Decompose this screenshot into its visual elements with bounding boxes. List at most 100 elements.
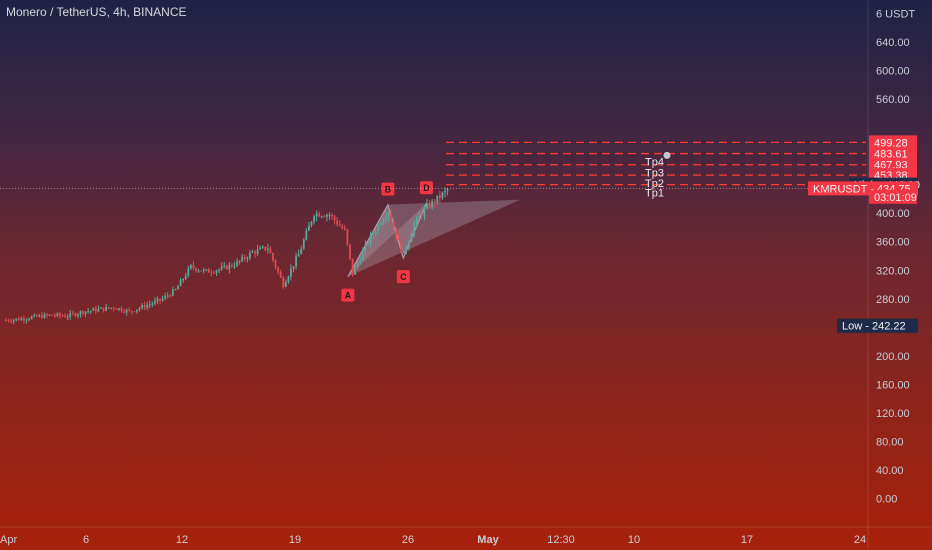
- candle-body: [300, 248, 303, 254]
- candle-body: [336, 220, 339, 225]
- candle-body: [369, 234, 372, 244]
- candle-body: [118, 308, 120, 310]
- price-tag-bg: [837, 318, 918, 333]
- y-tick-label: 360.00: [876, 237, 910, 249]
- candle-body: [197, 270, 200, 272]
- candle-body: [177, 286, 179, 290]
- candle-body: [243, 256, 246, 259]
- price-axis[interactable]: 6 USDT 640.00 600.00 560.00 400.00 360.00 320.…: [867, 0, 915, 550]
- candle-body: [189, 264, 192, 269]
- candle-body: [218, 269, 220, 271]
- candle-body: [400, 240, 403, 253]
- candle-body: [195, 267, 197, 271]
- candle-body: [254, 251, 256, 254]
- candle-body: [377, 224, 380, 232]
- candle-body: [413, 223, 416, 234]
- candle-body: [420, 215, 423, 217]
- pattern-point-marker: [341, 288, 355, 302]
- x-tick-label: 19: [289, 534, 301, 546]
- candle-body: [246, 258, 249, 260]
- candle-body: [236, 261, 238, 266]
- pattern-point-marker: [419, 181, 433, 195]
- candle-body: [107, 306, 110, 309]
- candle-body: [256, 249, 259, 254]
- pattern-point-label: A: [345, 291, 352, 301]
- candle-body: [128, 309, 131, 311]
- candle-body: [184, 275, 187, 279]
- candle-body: [433, 200, 436, 203]
- pattern-point-label: B: [385, 185, 392, 195]
- candle-body: [89, 310, 92, 312]
- candle-body: [310, 221, 313, 226]
- candle-body: [35, 314, 38, 317]
- candle-body: [130, 310, 133, 312]
- candle-body: [53, 315, 56, 317]
- candle-body: [169, 295, 172, 297]
- candle-body: [138, 308, 141, 310]
- candle-body: [97, 308, 100, 312]
- candle-body: [10, 321, 13, 323]
- pattern-point-label: C: [400, 272, 407, 282]
- candle-body: [351, 258, 354, 275]
- candle-body: [436, 195, 439, 203]
- candle-body: [153, 300, 156, 304]
- candle-body: [207, 269, 210, 273]
- candle-body: [74, 313, 77, 316]
- x-tick-label: 12: [176, 534, 188, 546]
- candle-body: [408, 241, 410, 249]
- y-tick-label: 600.00: [876, 66, 910, 78]
- candle-body: [264, 246, 267, 250]
- candle-body: [120, 308, 123, 312]
- candle-body: [356, 262, 359, 268]
- candle-body: [125, 309, 128, 313]
- candle-body: [248, 252, 251, 259]
- candle-body: [215, 270, 218, 273]
- candle-body: [141, 304, 143, 309]
- candle-body: [359, 260, 362, 263]
- candle-body: [305, 230, 308, 240]
- candle-body: [213, 272, 215, 274]
- candle-body: [423, 208, 426, 217]
- x-tick-label: 6: [83, 534, 89, 546]
- candle-body: [182, 278, 185, 280]
- candle-body: [48, 314, 51, 316]
- candle-body: [100, 307, 102, 309]
- candle-body: [61, 315, 64, 317]
- candle-body: [241, 256, 244, 261]
- candle-body: [225, 265, 228, 270]
- candle-body: [76, 314, 79, 316]
- candle-body: [92, 308, 95, 311]
- candle-body: [159, 298, 161, 301]
- candle-body: [17, 318, 20, 321]
- candle-body: [364, 244, 367, 252]
- candle-body: [431, 200, 434, 208]
- candle-body: [51, 314, 54, 316]
- candle-body: [156, 298, 159, 301]
- candle-body: [438, 195, 441, 198]
- candle-body: [187, 268, 190, 276]
- candle-body: [71, 313, 74, 315]
- y-tick-label: 6 USDT: [876, 8, 915, 20]
- candle-body: [403, 251, 405, 253]
- candle-body: [15, 318, 18, 320]
- candle-body: [410, 233, 413, 242]
- candle-body: [146, 304, 149, 308]
- candle-body: [30, 316, 33, 320]
- candle-body: [320, 216, 323, 218]
- price-tag-label: Low - 242.22: [842, 321, 906, 333]
- x-tick-label: 24: [854, 534, 866, 546]
- candle-body: [323, 216, 326, 218]
- time-axis[interactable]: Apr 6 12 19 26 May 12:30 10 17 24: [0, 526, 932, 546]
- candle-body: [418, 215, 421, 218]
- x-tick-label: 12:30: [547, 534, 575, 546]
- take-profit-label: Tp2: [645, 178, 664, 190]
- candle-body: [171, 289, 174, 296]
- candle-body: [390, 213, 392, 221]
- candle-body: [210, 272, 213, 274]
- candle-body: [38, 315, 41, 317]
- candle-body: [66, 316, 69, 318]
- candle-body: [343, 228, 346, 230]
- candle-body: [64, 315, 66, 317]
